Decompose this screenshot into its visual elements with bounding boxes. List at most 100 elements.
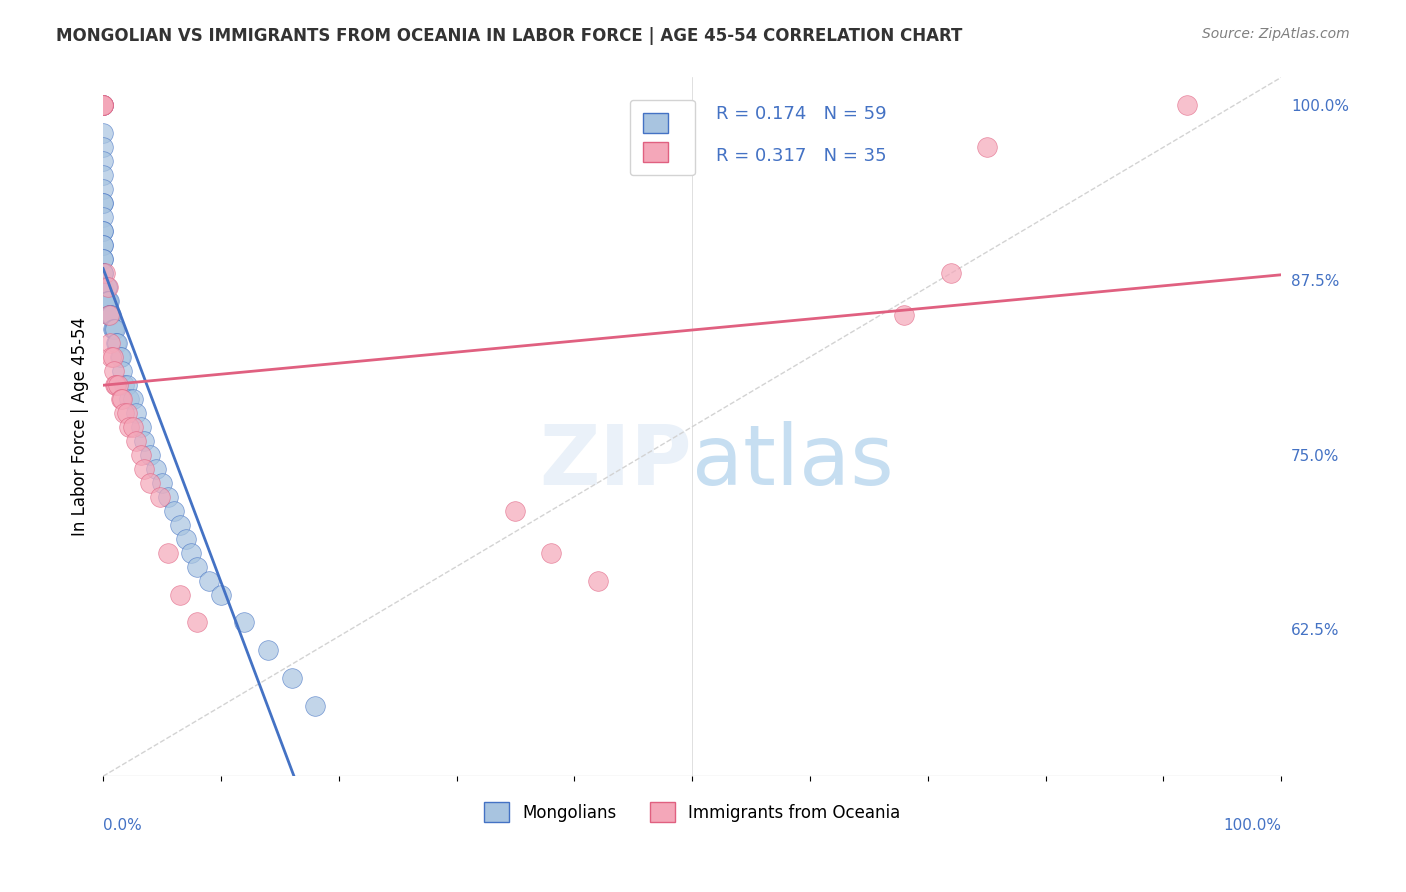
Point — [91, 98, 114, 112]
Point — [96, 280, 118, 294]
Point — [125, 406, 148, 420]
Point — [209, 587, 232, 601]
Point — [163, 503, 186, 517]
Point — [1175, 98, 1198, 112]
Point — [91, 196, 114, 211]
Point — [105, 335, 128, 350]
Point — [118, 419, 141, 434]
Point — [108, 350, 131, 364]
Y-axis label: In Labor Force | Age 45-54: In Labor Force | Age 45-54 — [72, 318, 89, 536]
Point — [98, 308, 121, 322]
Point — [91, 280, 114, 294]
Text: atlas: atlas — [692, 421, 894, 502]
Point — [110, 392, 132, 406]
Point — [91, 266, 114, 280]
Point — [91, 252, 114, 266]
Point — [129, 419, 152, 434]
Point — [98, 308, 121, 322]
Point — [893, 308, 915, 322]
Point — [91, 224, 114, 238]
Point — [104, 322, 127, 336]
Point — [186, 559, 208, 574]
Point — [97, 293, 120, 308]
Point — [98, 335, 121, 350]
Point — [91, 98, 114, 112]
Point — [139, 448, 162, 462]
Point — [174, 532, 197, 546]
Point — [149, 490, 172, 504]
Point — [941, 266, 963, 280]
Point — [180, 545, 202, 559]
Point — [101, 350, 124, 364]
Point — [91, 238, 114, 252]
Point — [112, 377, 135, 392]
Text: 0.0%: 0.0% — [103, 818, 142, 833]
Point — [101, 322, 124, 336]
Point — [91, 98, 114, 112]
Point — [94, 266, 117, 280]
Point — [98, 308, 121, 322]
Point — [96, 293, 118, 308]
Point — [186, 615, 208, 630]
Point — [91, 238, 114, 252]
Point — [105, 377, 128, 392]
Point — [107, 377, 129, 392]
Point — [280, 671, 302, 685]
Point — [110, 350, 132, 364]
Point — [91, 224, 114, 238]
Point — [156, 490, 179, 504]
Point — [156, 545, 179, 559]
Point — [121, 392, 143, 406]
Text: ZIP: ZIP — [540, 421, 692, 502]
Point — [91, 154, 114, 169]
Point — [150, 475, 173, 490]
Point — [139, 475, 162, 490]
Point — [233, 615, 256, 630]
Point — [169, 587, 191, 601]
Point — [134, 461, 156, 475]
Point — [91, 98, 114, 112]
Point — [98, 293, 121, 308]
Point — [540, 545, 562, 559]
Point — [169, 517, 191, 532]
Text: Source: ZipAtlas.com: Source: ZipAtlas.com — [1202, 27, 1350, 41]
Point — [91, 98, 114, 112]
Point — [91, 266, 114, 280]
Point — [976, 140, 998, 154]
Point — [111, 364, 134, 378]
Point — [145, 461, 167, 475]
Point — [105, 335, 128, 350]
Point — [91, 98, 114, 112]
Point — [586, 574, 609, 588]
Point — [91, 182, 114, 196]
Point — [121, 419, 143, 434]
Point — [129, 448, 152, 462]
Legend: Mongolians, Immigrants from Oceania: Mongolians, Immigrants from Oceania — [475, 794, 908, 830]
Point — [100, 350, 122, 364]
Point — [111, 392, 134, 406]
Point — [91, 252, 114, 266]
Point — [103, 364, 125, 378]
Point — [115, 406, 138, 420]
Point — [91, 126, 114, 140]
Text: R = 0.174   N = 59: R = 0.174 N = 59 — [716, 105, 886, 123]
Point — [118, 392, 141, 406]
Point — [198, 574, 221, 588]
Point — [257, 643, 280, 657]
Text: MONGOLIAN VS IMMIGRANTS FROM OCEANIA IN LABOR FORCE | AGE 45-54 CORRELATION CHAR: MONGOLIAN VS IMMIGRANTS FROM OCEANIA IN … — [56, 27, 963, 45]
Point — [96, 280, 118, 294]
Text: R = 0.317   N = 35: R = 0.317 N = 35 — [716, 147, 886, 165]
Point — [91, 196, 114, 211]
Point — [98, 308, 121, 322]
Point — [97, 293, 120, 308]
Point — [505, 503, 527, 517]
Point — [304, 699, 326, 714]
Point — [125, 434, 148, 448]
Point — [134, 434, 156, 448]
Point — [91, 140, 114, 154]
Point — [97, 280, 120, 294]
Point — [91, 210, 114, 224]
Text: 100.0%: 100.0% — [1223, 818, 1281, 833]
Point — [115, 377, 138, 392]
Point — [100, 308, 122, 322]
